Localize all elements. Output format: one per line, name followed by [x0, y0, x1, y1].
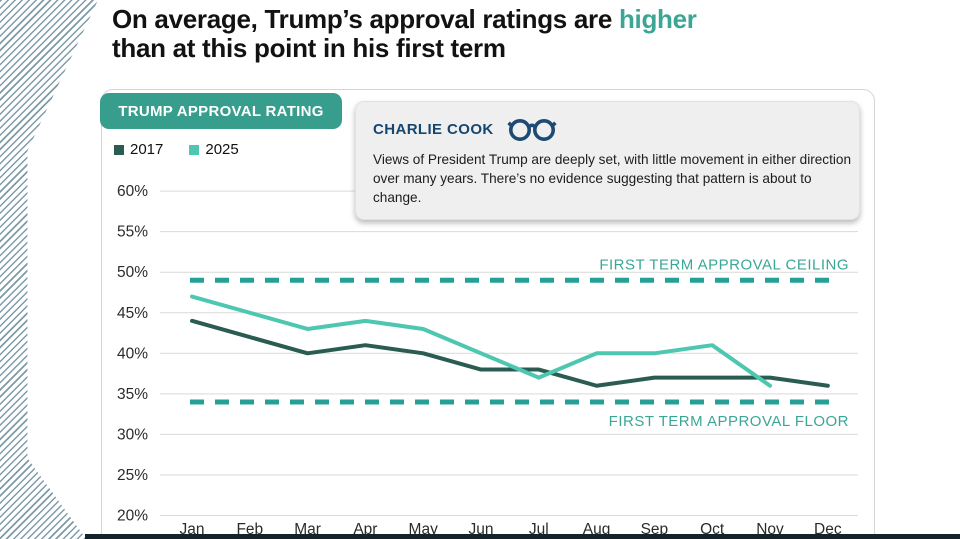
- legend-item-2025: 2025: [189, 141, 239, 158]
- bottom-bar: [85, 534, 960, 539]
- callout-author: CHARLIE COOK: [373, 120, 494, 138]
- x-axis-label: Aug: [583, 521, 611, 538]
- series-line-2025: [190, 294, 772, 388]
- legend-swatch: [114, 144, 124, 155]
- series-line-2017: [190, 318, 830, 388]
- x-axis-label: Dec: [814, 521, 842, 538]
- badge-label: TRUMP APPROVAL RATING: [118, 102, 324, 120]
- page-title: On average, Trump’s approval ratings are…: [112, 5, 852, 63]
- x-axis-label: Jul: [529, 521, 549, 538]
- y-axis-label: 50%: [117, 264, 148, 281]
- y-axis-label: 25%: [117, 467, 148, 484]
- y-axis-label: 40%: [117, 345, 148, 362]
- y-axis-label: 30%: [117, 426, 148, 443]
- y-axis-label: 35%: [117, 386, 148, 403]
- x-axis-label: May: [409, 521, 439, 538]
- title-text: On average, Trump’s approval ratings are: [112, 4, 619, 34]
- callout-card: CHARLIE COOK Views of President Trump ar…: [355, 101, 860, 220]
- x-axis-label: Feb: [236, 521, 263, 538]
- title-line2: than at this point in his first term: [112, 33, 506, 63]
- legend-label: 2017: [130, 141, 164, 158]
- x-axis-label: Jan: [180, 521, 205, 538]
- y-axis-label: 45%: [117, 305, 148, 322]
- x-axis-label: Oct: [700, 521, 725, 538]
- x-axis-label: Sep: [641, 521, 669, 538]
- callout-header: CHARLIE COOK: [373, 115, 841, 143]
- y-axis-label: 55%: [117, 224, 148, 241]
- legend-item-2017: 2017: [114, 141, 163, 158]
- y-axis-label: 60%: [117, 183, 148, 200]
- y-axis-label: 20%: [117, 508, 148, 525]
- x-axis-label: Apr: [353, 521, 377, 538]
- glasses-icon: [506, 119, 557, 141]
- chart-title-badge: TRUMP APPROVAL RATING: [100, 93, 342, 129]
- chart-legend: 2017 2025: [114, 141, 239, 158]
- callout-text: Views of President Trump are deeply set,…: [373, 152, 852, 205]
- reference-line-label: FIRST TERM APPROVAL FLOOR: [609, 413, 849, 430]
- x-axis-label: Jun: [469, 521, 494, 538]
- legend-label: 2025: [205, 141, 239, 158]
- reference-line-label: FIRST TERM APPROVAL CEILING: [599, 256, 849, 273]
- x-axis-label: Nov: [756, 521, 784, 538]
- legend-swatch: [189, 144, 200, 155]
- x-axis-label: Mar: [294, 521, 321, 538]
- title-highlight: higher: [618, 4, 697, 34]
